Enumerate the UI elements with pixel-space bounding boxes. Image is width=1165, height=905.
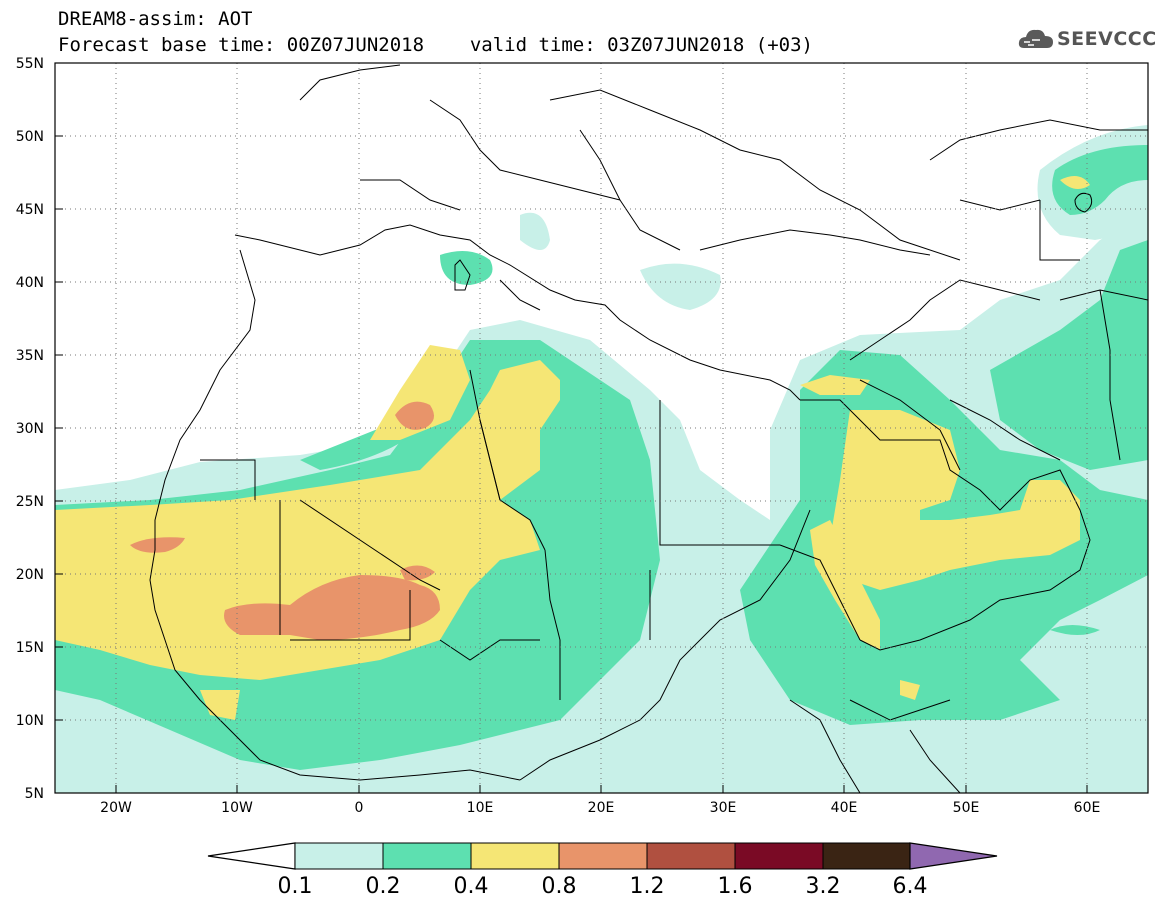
colorbar-segment bbox=[734, 842, 824, 870]
colorbar-label: 0.4 bbox=[454, 874, 489, 899]
lon-tick-label: 10E bbox=[467, 800, 494, 816]
lon-axis: 20W 10W 0 10E 20E 30E 40E 50E 60E bbox=[100, 800, 1100, 816]
country-borders bbox=[149, 64, 1148, 793]
lat-tick-label: 35N bbox=[16, 348, 44, 364]
logo-text: SEEVCCC bbox=[1057, 28, 1157, 50]
lat-tick-label: 30N bbox=[16, 421, 44, 437]
colorbar-label: 1.6 bbox=[718, 874, 753, 899]
lat-tick-label: 5N bbox=[25, 786, 44, 802]
lat-tick-label: 15N bbox=[16, 640, 44, 656]
cloud-icon bbox=[1018, 29, 1053, 48]
base-time-label: Forecast base time: 00Z07JUN2018 bbox=[58, 34, 425, 56]
lat-tick-label: 20N bbox=[16, 567, 44, 583]
colorbar-lower-arrow bbox=[207, 842, 296, 870]
colorbar-label: 0.2 bbox=[366, 874, 401, 899]
colorbar-segment bbox=[470, 842, 560, 870]
lon-tick-label: 10W bbox=[221, 800, 253, 816]
seevccc-logo bbox=[1018, 29, 1053, 48]
lat-tick-label: 25N bbox=[16, 494, 44, 510]
lat-ticks bbox=[55, 135, 1088, 793]
lat-tick-label: 50N bbox=[16, 129, 44, 145]
colorbar-segment bbox=[646, 842, 736, 870]
lat-tick-label: 40N bbox=[16, 275, 44, 291]
lon-tick-label: 40E bbox=[831, 800, 858, 816]
lat-tick-label: 55N bbox=[16, 56, 44, 72]
lat-axis: 55N 50N 45N 40N 35N 30N 25N 20N 15N 10N … bbox=[16, 56, 44, 802]
lon-tick-label: 20E bbox=[588, 800, 615, 816]
map-title: DREAM8-assim: AOT bbox=[58, 8, 253, 30]
lon-tick-label: 0 bbox=[355, 800, 364, 816]
colorbar-segment bbox=[822, 842, 911, 870]
lat-tick-label: 45N bbox=[16, 202, 44, 218]
colorbar-label: 1.2 bbox=[630, 874, 665, 899]
gridlines bbox=[55, 63, 1148, 793]
colorbar bbox=[207, 842, 998, 870]
colorbar-label: 6.4 bbox=[893, 874, 928, 899]
lon-tick-label: 30E bbox=[710, 800, 737, 816]
colorbar-label: 3.2 bbox=[806, 874, 841, 899]
colorbar-segment bbox=[382, 842, 472, 870]
lon-tick-label: 20W bbox=[100, 800, 132, 816]
time-info: Forecast base time: 00Z07JUN2018 valid t… bbox=[58, 34, 813, 56]
colorbar-segment bbox=[558, 842, 648, 870]
colorbar-label: 0.1 bbox=[278, 874, 313, 899]
valid-time-label: valid time: 03Z07JUN2018 (+03) bbox=[469, 34, 813, 56]
lat-tick-label: 10N bbox=[16, 713, 44, 729]
colorbar-label: 0.8 bbox=[542, 874, 577, 899]
aot-band-0.8-1.2 bbox=[130, 401, 440, 640]
colorbar-upper-arrow bbox=[909, 842, 998, 870]
colorbar-segment bbox=[294, 842, 384, 870]
lon-tick-label: 60E bbox=[1074, 800, 1101, 816]
colorbar-labels: 0.1 0.2 0.4 0.8 1.2 1.6 3.2 6.4 bbox=[278, 874, 928, 899]
lon-tick-label: 50E bbox=[953, 800, 980, 816]
